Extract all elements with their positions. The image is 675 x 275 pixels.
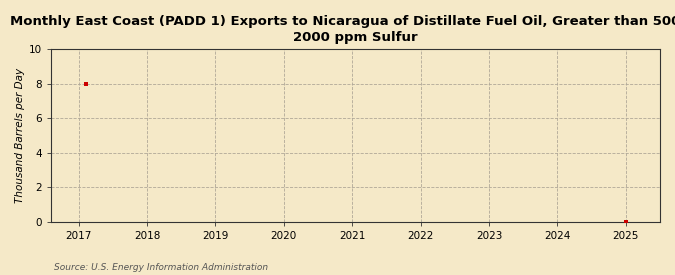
Title: Monthly East Coast (PADD 1) Exports to Nicaragua of Distillate Fuel Oil, Greater: Monthly East Coast (PADD 1) Exports to N… (10, 15, 675, 44)
Text: Source: U.S. Energy Information Administration: Source: U.S. Energy Information Administ… (54, 263, 268, 272)
Y-axis label: Thousand Barrels per Day: Thousand Barrels per Day (15, 68, 25, 203)
